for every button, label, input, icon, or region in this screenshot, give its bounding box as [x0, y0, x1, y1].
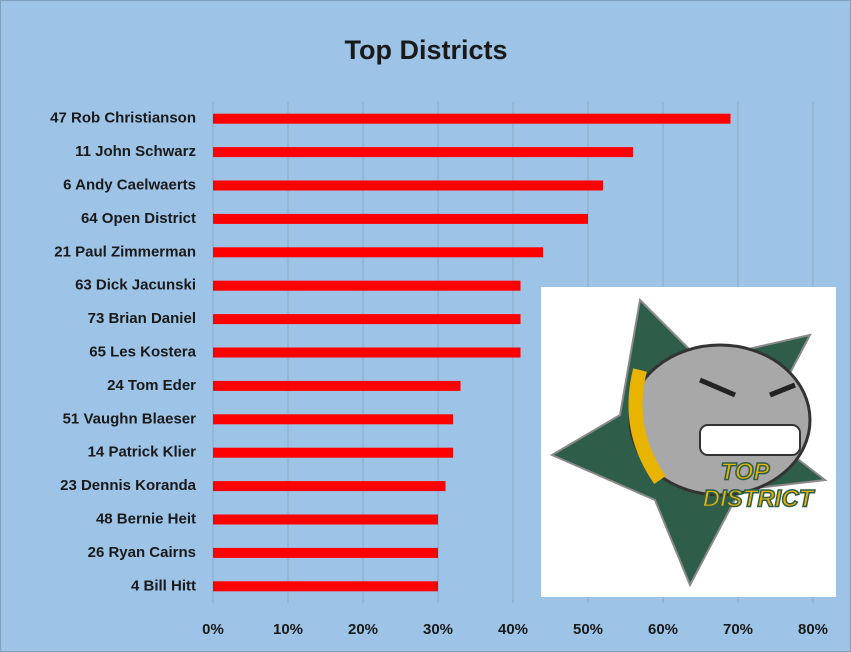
logo-text: TOP [721, 458, 771, 485]
y-tick-label: 63 Dick Jacunski [75, 277, 196, 294]
x-tick-label: 0% [202, 621, 224, 638]
y-tick-label: 14 Patrick Klier [88, 444, 197, 461]
y-tick-label: 4 Bill Hitt [131, 577, 196, 594]
bar [213, 380, 461, 391]
bar [213, 514, 438, 525]
y-tick-label: 48 Bernie Heit [96, 510, 196, 527]
labels: 0% 10% 20% 30% 40% 50% 60% 70% 80% 47 Rob Christi… [50, 110, 828, 638]
bar [213, 280, 521, 291]
x-tick-label: 20% [348, 621, 378, 638]
logo: TOP DISTRICT [541, 287, 836, 597]
bar [213, 213, 588, 224]
y-tick-label: 47 Rob Christianson [50, 110, 196, 127]
bar [213, 314, 521, 325]
bar [213, 547, 438, 558]
y-tick-label: 73 Brian Daniel [88, 310, 196, 327]
logo-text: DISTRICT [703, 485, 816, 512]
x-tick-label: 30% [423, 621, 453, 638]
logo-teeth [699, 424, 801, 456]
chart-title: Top Districts [344, 35, 507, 65]
y-tick-label: 24 Tom Eder [107, 377, 196, 394]
bar [213, 247, 543, 258]
y-tick-label: 26 Ryan Cairns [88, 544, 196, 561]
x-tick-label: 40% [498, 621, 528, 638]
x-tick-label: 70% [723, 621, 753, 638]
bars [213, 113, 731, 592]
bar [213, 113, 731, 124]
x-tick-label: 50% [573, 621, 603, 638]
bar [213, 147, 633, 158]
logo-collar [628, 368, 666, 485]
y-tick-label: 23 Dennis Koranda [60, 477, 197, 494]
bar [213, 481, 446, 492]
y-tick-label: 6 Andy Caelwaerts [63, 176, 196, 193]
bar [213, 581, 438, 592]
bar [213, 414, 453, 425]
y-tick-label: 21 Paul Zimmerman [54, 243, 196, 260]
logo-brows [699, 377, 796, 398]
x-tick-label: 80% [798, 621, 828, 638]
x-tick-label: 10% [273, 621, 303, 638]
y-tick-label: 51 Vaughn Blaeser [63, 410, 197, 427]
y-tick-label: 11 John Schwarz [75, 143, 196, 160]
y-tick-label: 65 Les Kostera [89, 343, 196, 360]
bar [213, 447, 453, 458]
bar [213, 180, 603, 191]
x-tick-label: 60% [648, 621, 678, 638]
y-tick-label: 64 Open District [81, 210, 196, 227]
bar [213, 347, 521, 358]
